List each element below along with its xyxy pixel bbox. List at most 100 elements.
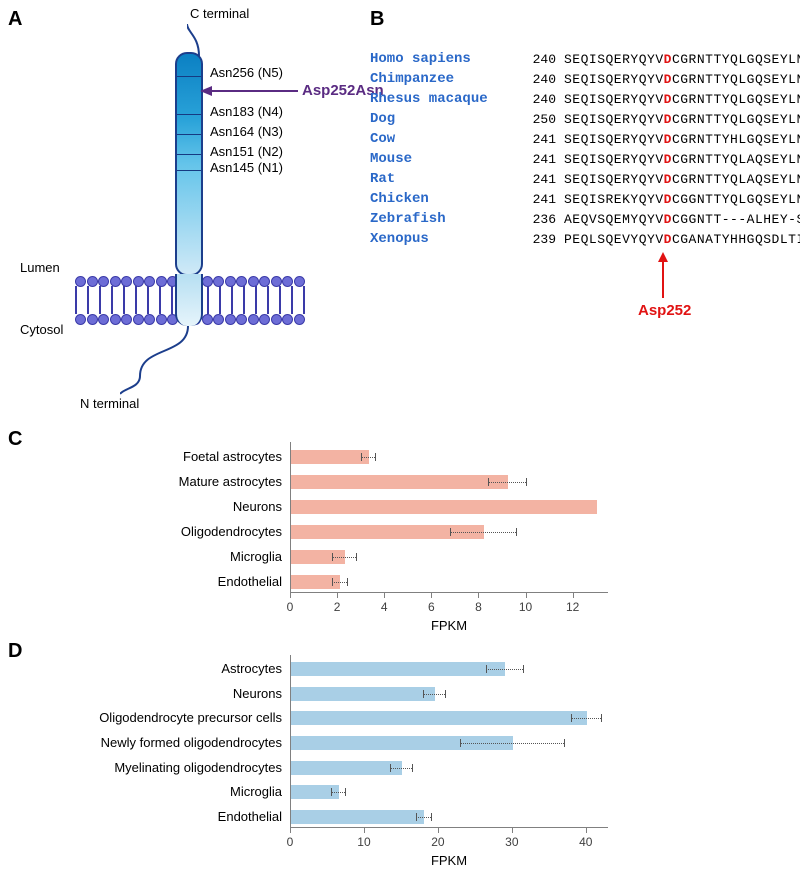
species-name: Chimpanzee: [370, 71, 518, 87]
sequence: SEQISQERYQYVDCGRNTTYQLAQSEYLN: [564, 152, 800, 167]
error-bar: [571, 718, 601, 720]
alignment-row: Dog250SEQISQERYQYVDCGRNTTYQLGQSEYLN: [370, 110, 800, 128]
x-tick-label: 10: [357, 835, 370, 849]
species-name: Homo sapiens: [370, 51, 518, 67]
x-tick-label: 20: [431, 835, 444, 849]
site-label-n3: Asn164 (N3): [210, 124, 283, 139]
category-label: Endothelial: [218, 574, 290, 589]
category-label: Endothelial: [218, 809, 290, 824]
panel-d-plot: 010203040AstrocytesNeuronsOligodendrocyt…: [290, 655, 608, 827]
category-label: Microglia: [230, 549, 290, 564]
position-number: 239: [518, 232, 556, 247]
x-tick-label: 6: [428, 600, 435, 614]
x-tick-label: 12: [566, 600, 579, 614]
species-name: Xenopus: [370, 231, 518, 247]
asp252-arrow: [656, 252, 670, 298]
category-label: Neurons: [233, 686, 290, 701]
error-bar: [486, 669, 523, 671]
category-label: Myelinating oligodendrocytes: [114, 760, 290, 775]
error-bar: [331, 792, 346, 794]
figure-root: A B C D C terminal Asn256 (N5) Asn183 (N…: [0, 0, 800, 868]
position-number: 241: [518, 172, 556, 187]
panel-a-schematic: C terminal Asn256 (N5) Asn183 (N4) Asn16…: [20, 10, 360, 410]
site-divider: [177, 114, 201, 115]
category-label: Neurons: [233, 499, 290, 514]
category-label: Microglia: [230, 784, 290, 799]
alignment-row: Chimpanzee240 SEQISQERYQYVDCGRNTTYQLGQSEY…: [370, 70, 800, 88]
sequence: SEQISQERYQYVDCGRNTTYQLGQSEYLN: [564, 92, 800, 107]
protein-rod-membrane-segment: [175, 274, 203, 326]
site-label-n1: Asn145 (N1): [210, 160, 283, 175]
asp252-label: Asp252: [638, 302, 691, 319]
error-bar: [361, 457, 375, 459]
bar: [291, 500, 597, 514]
bar: [291, 475, 508, 489]
n-terminal-label: N terminal: [80, 396, 139, 411]
sequence: SEQISQERYQYVDCGRNTTYHLGQSEYLN: [564, 132, 800, 147]
x-tick-label: 30: [505, 835, 518, 849]
x-tick-label: 2: [334, 600, 341, 614]
species-name: Rat: [370, 171, 518, 187]
species-name: Rhesus macaque: [370, 91, 518, 107]
sequence: SEQISREKYQYVDCGGNTTYQLGQSEYLN: [564, 192, 800, 207]
species-name: Zebrafish: [370, 211, 518, 227]
c-terminal-label: C terminal: [190, 6, 249, 21]
alignment-row: Mouse241 SEQISQERYQYVDCGRNTTYQLAQSEYLN: [370, 150, 800, 168]
site-divider: [177, 76, 201, 77]
alignment-row: Rhesus macaque240 SEQISQERYQYVDCGRNTTYQLG…: [370, 90, 800, 108]
bar: [291, 687, 435, 701]
category-label: Oligodendrocyte precursor cells: [99, 710, 290, 725]
category-label: Newly formed oligodendrocytes: [101, 735, 290, 750]
position-number: 240: [518, 72, 556, 87]
category-label: Foetal astrocytes: [183, 449, 290, 464]
site-divider: [177, 154, 201, 155]
bar: [291, 450, 369, 464]
species-name: Dog: [370, 111, 518, 127]
sequence: SEQISQERYQYVDCGRNTTYQLAQSEYLN: [564, 172, 800, 187]
site-divider: [177, 134, 201, 135]
species-name: Cow: [370, 131, 518, 147]
x-tick-label: 10: [519, 600, 532, 614]
x-axis-title: FPKM: [431, 618, 467, 633]
category-label: Oligodendrocytes: [181, 524, 290, 539]
position-number: 241: [518, 132, 556, 147]
position-number: 240: [518, 92, 556, 107]
panel-d-barchart: 010203040AstrocytesNeuronsOligodendrocyt…: [20, 655, 628, 877]
position-number: 236: [518, 212, 556, 227]
species-name: Chicken: [370, 191, 518, 207]
bar: [291, 711, 587, 725]
site-divider: [177, 170, 201, 171]
error-bar: [332, 557, 356, 559]
n-terminal-tail: [120, 326, 200, 396]
error-bar: [488, 482, 526, 484]
error-bar: [450, 532, 516, 534]
alignment-row: Cow241 SEQISQERYQYVDCGRNTTYHLGQSEYLN: [370, 130, 800, 148]
species-name: Mouse: [370, 151, 518, 167]
alignment-row: Zebrafish236 AEQVSQEMYQYVDCGGNTT---ALHEY-…: [370, 210, 800, 228]
alignment-row: Rat241 SEQISQERYQYVDCGRNTTYQLAQSEYLN: [370, 170, 800, 188]
sequence: SEQISQERYQYVDCGRNTTYQLGQSEYLN: [564, 52, 800, 67]
site-label-n2: Asn151 (N2): [210, 144, 283, 159]
sequence: SEQISQERYQYVDCGRNTTYQLGQSEYLN: [564, 112, 800, 127]
alignment-row: Xenopus239 PEQLSQEVYQYVDCGANATYHHGQSDLTI: [370, 230, 800, 248]
sequence: SEQISQERYQYVDCGRNTTYQLGQSEYLN: [564, 72, 800, 87]
bar: [291, 761, 402, 775]
category-label: Mature astrocytes: [179, 474, 290, 489]
error-bar: [460, 743, 564, 745]
x-tick-label: 0: [287, 835, 294, 849]
error-bar: [332, 582, 346, 584]
bar: [291, 662, 505, 676]
panel-b-alignment: Homo sapiens240SEQISQERYQYVDCGRNTTYQLGQS…: [370, 20, 790, 370]
sequence: PEQLSQEVYQYVDCGANATYHHGQSDLTI: [564, 232, 800, 247]
category-label: Astrocytes: [221, 661, 290, 676]
alignment-row: Homo sapiens240SEQISQERYQYVDCGRNTTYQLGQS…: [370, 50, 800, 68]
error-bar: [416, 817, 431, 819]
panel-c-barchart: 024681012Foetal astrocytesMature astrocy…: [20, 442, 628, 642]
error-bar: [423, 694, 445, 696]
x-axis-title: FPKM: [431, 853, 467, 868]
site-label-n5: Asn256 (N5): [210, 65, 283, 80]
position-number: 241: [518, 152, 556, 167]
panel-c-plot: 024681012Foetal astrocytesMature astrocy…: [290, 442, 608, 592]
site-label-n4: Asn183 (N4): [210, 104, 283, 119]
sequence: AEQVSQEMYQYVDCGGNTT---ALHEY-S: [564, 212, 800, 227]
